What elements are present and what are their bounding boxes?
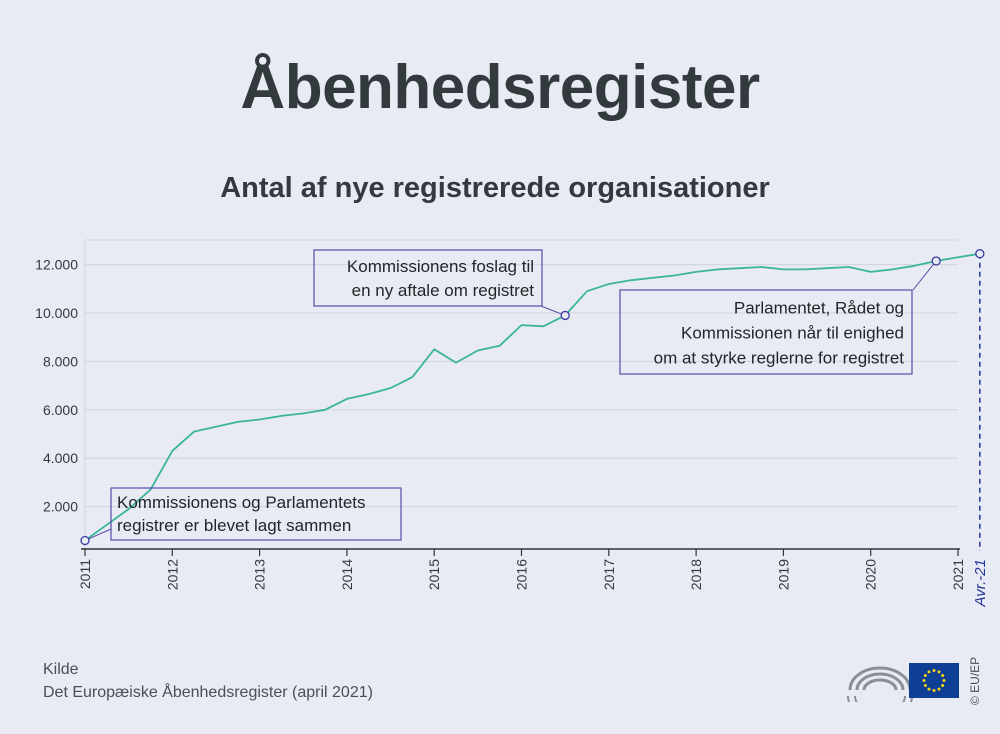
end-marker-label: Avr.-21	[972, 559, 989, 608]
x-tick-label: 2018	[688, 559, 704, 590]
x-tick-label: 2016	[514, 559, 530, 590]
eu-star	[942, 679, 946, 682]
eu-star	[923, 674, 927, 677]
eu-flag-logo	[909, 663, 959, 698]
x-axis: 2011 2012 2013 2014 2015 2016 2017 2018 2019 2020…	[77, 548, 966, 590]
annotation-marker	[975, 249, 985, 259]
eu-star	[932, 669, 936, 672]
series-line	[84, 252, 980, 542]
annotation-text: en ny aftale om registret	[352, 281, 535, 300]
annotation-marker	[931, 256, 941, 266]
eu-star	[927, 670, 931, 674]
x-tick-label: 2017	[601, 559, 617, 590]
annotation-text: Parlamentet, Rådet og	[734, 299, 904, 318]
y-tick-label: 8.000	[43, 353, 78, 369]
annotation-leader	[84, 528, 112, 541]
annotation-text: Kommissionen når til enighed	[681, 324, 904, 343]
annotation-marker	[80, 535, 90, 546]
eu-star	[927, 687, 931, 691]
chart-title: Antal af nye registrerede organisationer	[220, 172, 770, 204]
source-label: Kilde	[43, 661, 79, 678]
annotation-text: Kommissionens foslag til	[347, 257, 534, 276]
annotation-box	[110, 487, 402, 541]
y-axis: 2.000 4.000 6.000 8.000 10.000 12.000	[35, 257, 78, 515]
eu-star	[941, 684, 945, 687]
x-tick-label: 2015	[426, 559, 442, 590]
eu-star	[922, 679, 926, 682]
parliament-hemicycle-logo	[847, 666, 913, 702]
eu-star	[941, 674, 945, 677]
annotation-text: registrer er blevet lagt sammen	[117, 516, 351, 535]
y-tick-label: 10.000	[35, 305, 78, 321]
source-text: Det Europæiske Åbenhedsregister (april 2…	[43, 684, 373, 701]
x-tick-label: 2020	[863, 559, 879, 590]
annotation-text: Kommissionens og Parlamentets	[117, 493, 366, 512]
annotation-box	[619, 289, 913, 375]
y-tick-label: 2.000	[43, 499, 78, 515]
x-tick-label: 2014	[339, 559, 355, 590]
page-title: Åbenhedsregister	[240, 53, 760, 122]
eu-star	[937, 670, 941, 674]
eu-star	[932, 689, 936, 692]
eu-stars	[922, 669, 946, 692]
x-tick-label: 2012	[164, 559, 180, 590]
y-tick-label: 4.000	[43, 450, 78, 466]
annotation-marker	[560, 310, 570, 321]
x-tick-label: 2021	[950, 559, 966, 590]
series: Avr.-21	[84, 252, 989, 608]
annotation-leader	[912, 260, 937, 291]
copyright-credit: © EU/EP	[968, 656, 982, 705]
y-tick-label: 12.000	[35, 257, 78, 273]
x-tick-label: 2019	[775, 559, 791, 590]
annotations: Kommissionens og Parlamentets registrer e…	[80, 249, 985, 546]
eu-star	[923, 684, 927, 687]
eu-star	[937, 687, 941, 691]
x-tick-label: 2011	[77, 559, 93, 589]
x-tick-label: 2013	[252, 559, 268, 590]
eu-flag-background	[909, 663, 959, 698]
y-tick-label: 6.000	[43, 402, 78, 418]
annotation-box	[313, 249, 543, 307]
annotation-text: om at styrke reglerne for registret	[654, 349, 905, 368]
grid	[84, 239, 958, 549]
